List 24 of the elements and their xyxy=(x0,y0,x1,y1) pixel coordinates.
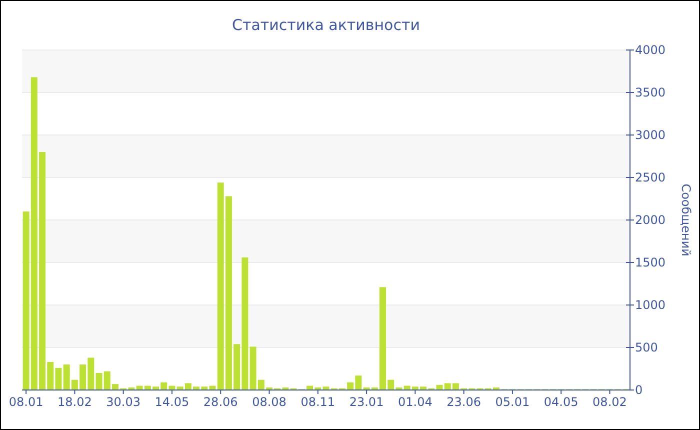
x-tick-label: 05.01 xyxy=(495,395,530,409)
y-tick-label: 1000 xyxy=(635,298,666,312)
y-tick-label: 2000 xyxy=(635,213,666,227)
y-tick-label: 500 xyxy=(635,340,658,354)
y-tick-label: 0 xyxy=(635,383,643,397)
y-tick-label: 3500 xyxy=(635,86,666,100)
x-tick-label: 14.05 xyxy=(154,395,190,409)
x-tick-label: 30.03 xyxy=(106,395,141,409)
x-tick-label: 08.02 xyxy=(592,395,627,409)
x-tick-label: 08.01 xyxy=(8,395,44,409)
y-tick-label: 2500 xyxy=(635,170,666,184)
x-tick-label: 01.04 xyxy=(398,395,432,409)
y-axis-title: Сообщений xyxy=(679,184,693,256)
y-tick-label: 1500 xyxy=(635,256,666,270)
x-tick-label: 08.11 xyxy=(300,395,336,409)
x-tick-label: 04.05 xyxy=(544,395,578,409)
y-tick-label: 3000 xyxy=(635,128,666,142)
x-tick-label: 23.06 xyxy=(446,395,481,409)
x-tick-label: 23.01 xyxy=(349,395,384,409)
x-tick-label: 28.06 xyxy=(203,395,238,409)
chart-title: Статистика активности xyxy=(232,16,420,34)
x-tick-label: 08.08 xyxy=(252,395,286,409)
y-tick-label: 4000 xyxy=(635,43,666,57)
x-tick-label: 18.02 xyxy=(58,395,92,409)
